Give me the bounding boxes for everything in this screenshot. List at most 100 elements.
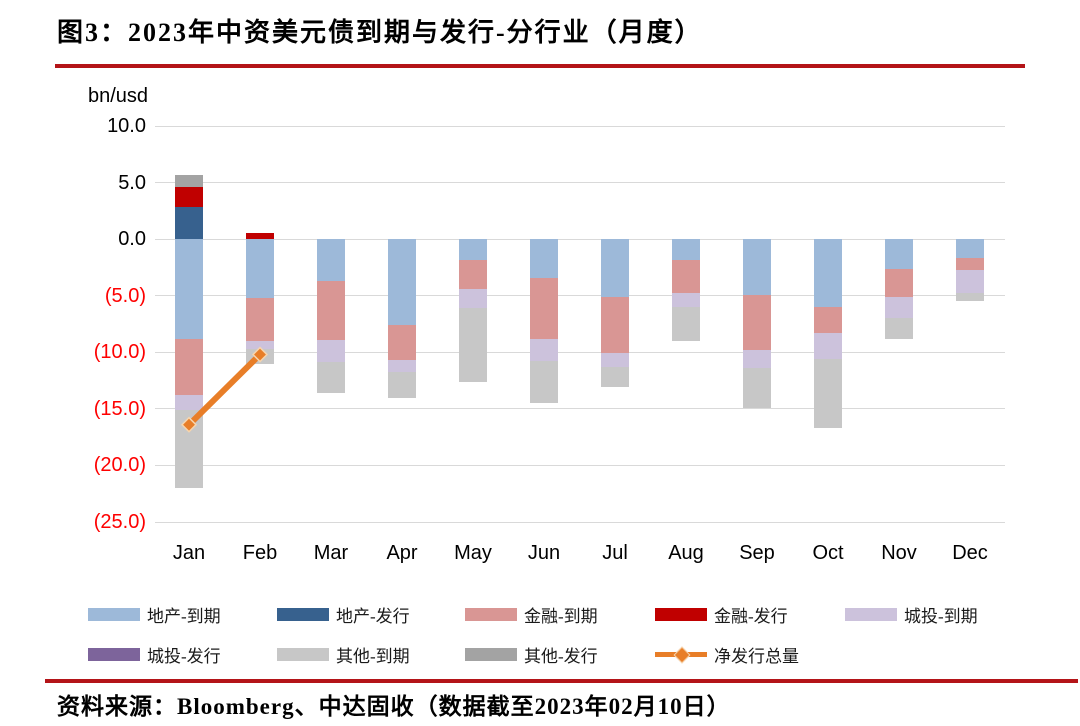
bar-segment-金融-到期-Aug [672, 259, 700, 294]
bar-segment-地产-到期-Aug [672, 239, 700, 260]
bar-segment-金融-到期-Sep [743, 294, 771, 351]
bar-segment-金融-到期-Jan [175, 338, 203, 396]
legend-label: 净发行总量 [714, 647, 799, 666]
x-axis-label-Dec: Dec [952, 542, 988, 564]
bar-segment-地产-到期-Jul [601, 239, 629, 297]
gridline [155, 182, 1005, 184]
legend-item-其他-到期: 其他-到期 [277, 642, 410, 666]
bar-segment-金融-到期-Oct [814, 307, 842, 334]
bar-segment-金融-发行-Feb [246, 233, 274, 240]
y-tick-label: (20.0) [93, 454, 146, 477]
legend-swatch [88, 608, 140, 621]
plot-area [155, 125, 1005, 523]
bar-segment-其他-到期-Oct [814, 359, 842, 429]
bar-segment-金融-到期-Jun [530, 277, 558, 339]
legend-label: 其他-到期 [336, 647, 410, 666]
legend-swatch [845, 608, 897, 621]
bar-segment-金融-到期-Apr [388, 325, 416, 361]
legend-swatch [277, 648, 329, 661]
gridline [155, 295, 1005, 297]
bar-segment-地产-到期-Sep [743, 239, 771, 295]
bar-segment-金融-到期-Feb [246, 297, 274, 341]
x-axis-label-Jun: Jun [527, 542, 561, 564]
y-axis-unit-label: bn/usd [88, 85, 149, 107]
bar-segment-城投-到期-Jan [175, 395, 203, 410]
net-issuance-line [180, 346, 269, 433]
bar-segment-其他-到期-Jul [601, 366, 629, 388]
bar-segment-城投-到期-Dec [956, 269, 984, 294]
x-axis-label-Jan: Jan [172, 542, 206, 564]
bar-segment-其他-到期-Aug [672, 307, 700, 341]
bar-segment-其他-到期-May [459, 308, 487, 382]
legend-item-金融-到期: 金融-到期 [465, 602, 598, 626]
legend-swatch [465, 648, 517, 661]
figure-title: 图3：2023年中资美元债到期与发行-分行业（月度） [57, 18, 703, 47]
bar-segment-地产-到期-May [459, 239, 487, 260]
x-axis-label-Apr: Apr [386, 542, 418, 564]
footer-divider [45, 679, 1078, 683]
legend-label: 金融-发行 [714, 607, 788, 626]
bar-segment-其他-到期-Apr [388, 371, 416, 398]
legend-label: 其他-发行 [524, 647, 598, 666]
bar-segment-地产-到期-Oct [814, 239, 842, 308]
gridline [155, 351, 1005, 353]
bar-segment-地产-到期-Jun [530, 239, 558, 278]
bar-segment-城投-到期-Feb [246, 340, 274, 349]
legend-item-城投-到期: 城投-到期 [845, 602, 978, 626]
bar-segment-地产-到期-Dec [956, 239, 984, 259]
gridline [155, 464, 1005, 466]
x-axis-label-Jul: Jul [602, 542, 628, 564]
bar-segment-金融-到期-Mar [317, 281, 345, 340]
legend-swatch [277, 608, 329, 621]
bar-segment-地产-到期-Jan [175, 239, 203, 339]
bar-segment-其他-到期-Nov [885, 318, 913, 339]
legend-swatch [88, 648, 140, 661]
legend-label: 金融-到期 [524, 607, 598, 626]
bar-segment-城投-到期-Jul [601, 353, 629, 367]
x-axis-label-Feb: Feb [242, 542, 278, 564]
bar-segment-其他-发行-Jan [175, 174, 203, 188]
bar-segment-地产-到期-Apr [388, 239, 416, 326]
bar-segment-城投-到期-Sep [743, 350, 771, 369]
legend-label: 地产-到期 [147, 607, 221, 626]
x-axis-label-May: May [454, 542, 492, 564]
y-tick-label: 5.0 [118, 171, 146, 194]
y-tick-label: 0.0 [118, 228, 146, 251]
bar-segment-城投-到期-Apr [388, 360, 416, 372]
gridline [155, 521, 1005, 523]
y-tick-label: (15.0) [93, 397, 146, 420]
bar-segment-金融-发行-Jan [175, 187, 203, 208]
legend-swatch [465, 608, 517, 621]
gridline [155, 408, 1005, 410]
bar-segment-其他-到期-Sep [743, 368, 771, 408]
y-tick-label: (5.0) [104, 284, 146, 307]
bar-segment-金融-到期-Nov [885, 268, 913, 297]
bar-segment-金融-到期-May [459, 259, 487, 289]
legend-label: 城投-发行 [147, 647, 221, 666]
bar-segment-城投-到期-Jun [530, 338, 558, 362]
source-note: 资料来源：Bloomberg、中达固收（数据截至2023年02月10日） [57, 694, 731, 719]
x-axis-label-Mar: Mar [313, 542, 349, 564]
net-issuance-marker [180, 416, 198, 433]
legend-item-城投-发行: 城投-发行 [88, 642, 221, 666]
y-tick-label: 10.0 [107, 115, 146, 137]
bar-segment-城投-到期-Aug [672, 293, 700, 307]
y-tick-label: (10.0) [93, 341, 146, 364]
x-axis-label-Aug: Aug [668, 542, 704, 564]
legend-item-其他-发行: 其他-发行 [465, 642, 598, 666]
bar-segment-金融-到期-Dec [956, 258, 984, 270]
bar-segment-城投-到期-Nov [885, 296, 913, 319]
legend-swatch [655, 608, 707, 621]
legend-label: 地产-发行 [336, 607, 410, 626]
y-tick-label: (25.0) [93, 511, 146, 533]
legend-label: 城投-到期 [904, 607, 978, 626]
bar-segment-城投-到期-Oct [814, 333, 842, 360]
gridline [155, 238, 1005, 240]
net-issuance-marker [251, 346, 269, 363]
legend-item-地产-到期: 地产-到期 [88, 602, 221, 626]
x-axis-label-Sep: Sep [739, 542, 775, 564]
bar-segment-其他-到期-Jun [530, 361, 558, 404]
legend-item-金融-发行: 金融-发行 [655, 602, 788, 626]
bar-segment-地产-到期-Nov [885, 239, 913, 269]
bar-segment-金融-到期-Jul [601, 296, 629, 354]
